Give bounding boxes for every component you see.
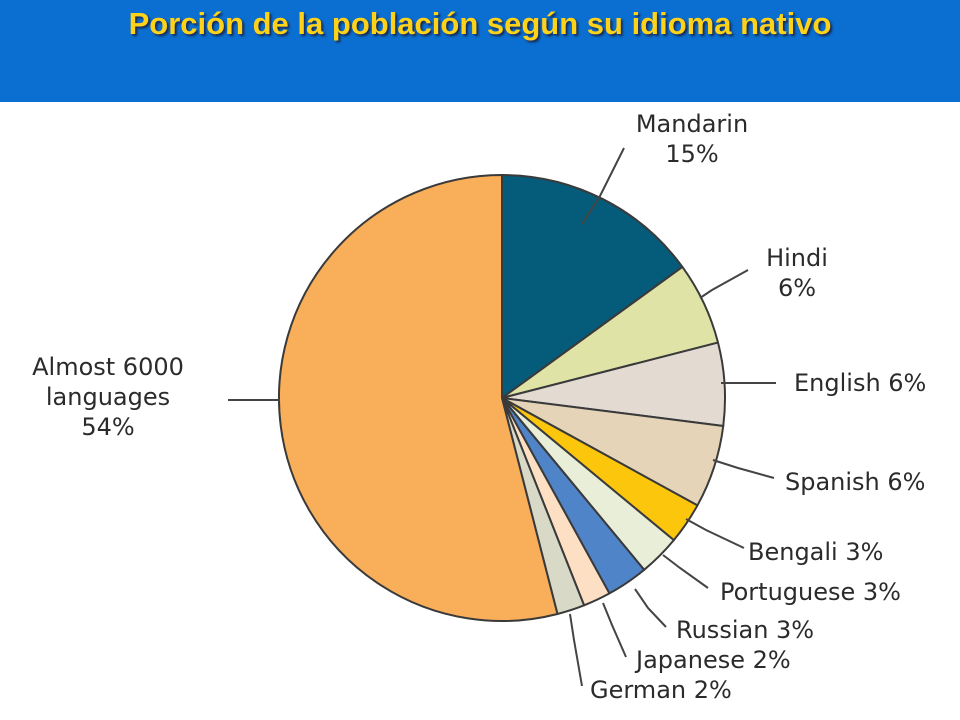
slice-label-line: Bengali 3%: [748, 538, 883, 566]
leader-line-8: [569, 613, 583, 687]
slice-label-3: Spanish 6%: [785, 468, 925, 496]
slice-label-7: Japanese 2%: [634, 646, 791, 674]
slice-label-line: Spanish 6%: [785, 468, 925, 496]
slice-label-line: Russian 3%: [676, 616, 814, 644]
slice-label-0: Mandarin 15%: [636, 110, 748, 168]
slice-label-line: Almost 6000: [32, 353, 184, 381]
pie-slice-0: [501, 174, 684, 399]
slice-label-line: Japanese 2%: [634, 646, 791, 674]
page-title: Porción de la población según su idioma …: [128, 6, 832, 41]
slice-label-line: Portuguese 3%: [720, 578, 901, 606]
leader-line-3: [712, 459, 775, 479]
pie-slice-9: [278, 174, 559, 622]
leader-line-0: [581, 147, 625, 225]
leader-line-5: [662, 554, 709, 589]
slice-label-8: German 2%: [590, 676, 732, 704]
slice-label-6: Russian 3%: [676, 616, 814, 644]
slice-label-line: English 6%: [794, 369, 926, 397]
leader-line-1: [699, 269, 749, 299]
title-bar: Porción de la población según su idioma …: [0, 0, 960, 102]
slice-label-line: 54%: [81, 413, 134, 441]
leader-line-4: [685, 518, 745, 549]
slice-label-line: 6%: [778, 274, 816, 302]
slice-label-line: Hindi: [766, 244, 828, 272]
slice-label-line: languages: [46, 383, 170, 411]
slice-label-2: English 6%: [794, 369, 926, 397]
slice-label-line: Mandarin: [636, 110, 748, 138]
slice-label-1: Hindi 6%: [766, 244, 828, 302]
slice-label-5: Portuguese 3%: [720, 578, 901, 606]
slice-label-line: German 2%: [590, 676, 732, 704]
leader-line-6: [634, 588, 667, 628]
slice-label-line: 15%: [665, 140, 718, 168]
leader-line-7: [602, 602, 627, 658]
slice-label-4: Bengali 3%: [748, 538, 883, 566]
slice-label-9: Almost 6000 languages 54%: [32, 353, 184, 441]
